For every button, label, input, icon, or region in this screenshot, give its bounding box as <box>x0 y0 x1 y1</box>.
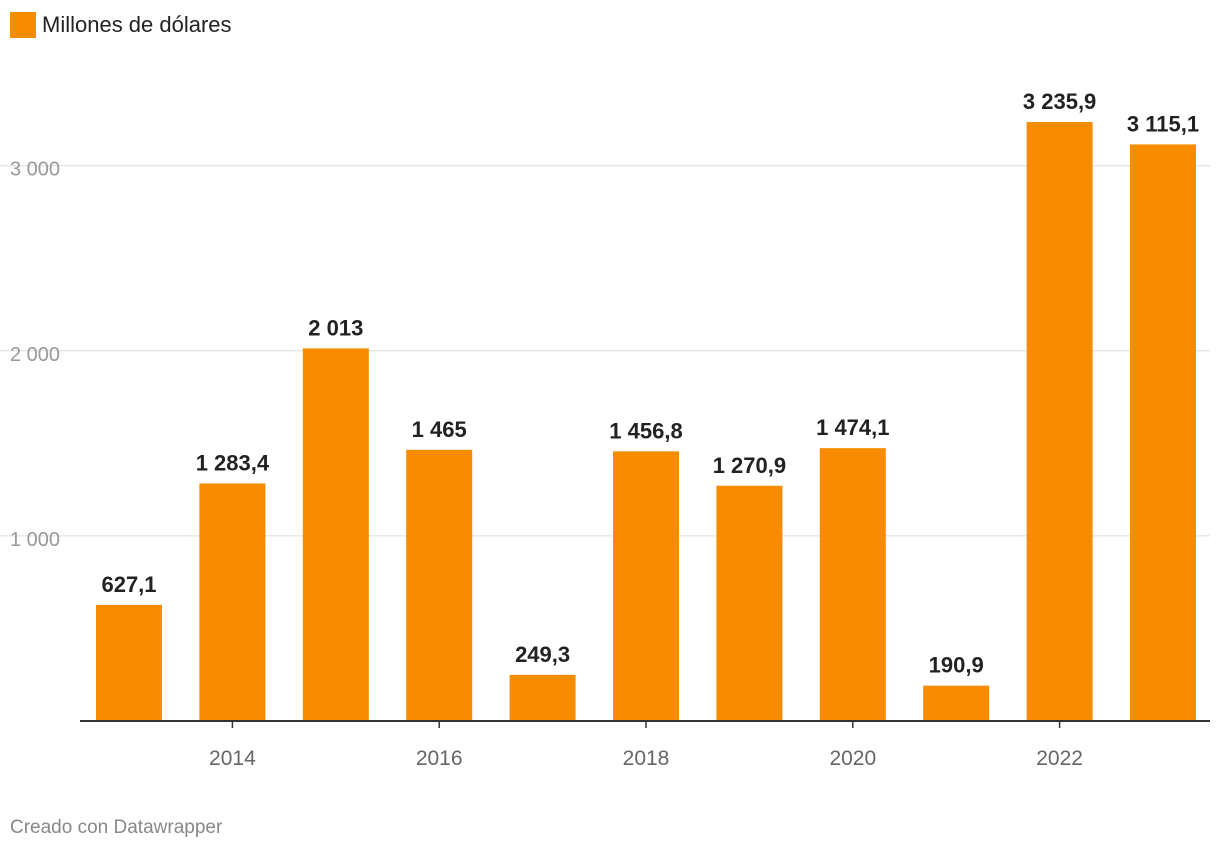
bar <box>613 451 679 721</box>
bar-value-label: 190,9 <box>929 653 984 678</box>
x-tick-label: 2022 <box>1036 747 1083 770</box>
bar <box>716 485 783 721</box>
bar <box>1130 144 1196 721</box>
chart-legend: Millones de dólares <box>10 12 232 38</box>
y-tick-label: 3 000 <box>10 159 60 181</box>
legend-swatch <box>10 12 36 38</box>
bar-chart: 1 000 2 000 3 000 627,1 1 283,4 2 013 1 465 24… <box>0 89 1210 770</box>
y-tick-label: 1 000 <box>10 529 60 551</box>
bar-value-label: 1 456,8 <box>609 418 682 443</box>
bar-value-label: 1 474,1 <box>816 415 889 440</box>
x-tick-label: 2014 <box>209 747 256 770</box>
bar-value-label: 1 465 <box>412 417 467 442</box>
x-tick-label: 2016 <box>416 747 463 770</box>
bar-value-label: 249,3 <box>515 642 570 667</box>
bar <box>302 348 369 721</box>
bar-value-label: 3 115,1 <box>1127 111 1199 136</box>
bar-value-label: 3 235,9 <box>1023 89 1096 114</box>
bar-value-labels: 627,1 1 283,4 2 013 1 465 249,3 1 456,8 1 270,… <box>101 89 1199 678</box>
x-axis: 2014 2016 2018 2020 2022 <box>80 720 1210 770</box>
legend-label: Millones de dólares <box>42 12 232 37</box>
bar <box>819 448 886 721</box>
bar-value-label: 2 013 <box>308 315 363 340</box>
bar-value-label: 1 270,9 <box>713 453 786 478</box>
bar <box>199 483 266 721</box>
bar <box>406 449 473 721</box>
y-tick-label: 2 000 <box>10 344 60 366</box>
bars <box>96 122 1196 721</box>
bar <box>1026 122 1093 721</box>
bar <box>923 685 990 721</box>
credit-text: Creado con Datawrapper <box>10 817 223 838</box>
x-tick-label: 2018 <box>623 747 670 770</box>
bar-value-label: 627,1 <box>101 572 156 597</box>
x-tick-label: 2020 <box>829 747 876 770</box>
bar <box>96 604 162 721</box>
bar-value-label: 1 283,4 <box>196 450 270 475</box>
bar <box>509 674 576 721</box>
